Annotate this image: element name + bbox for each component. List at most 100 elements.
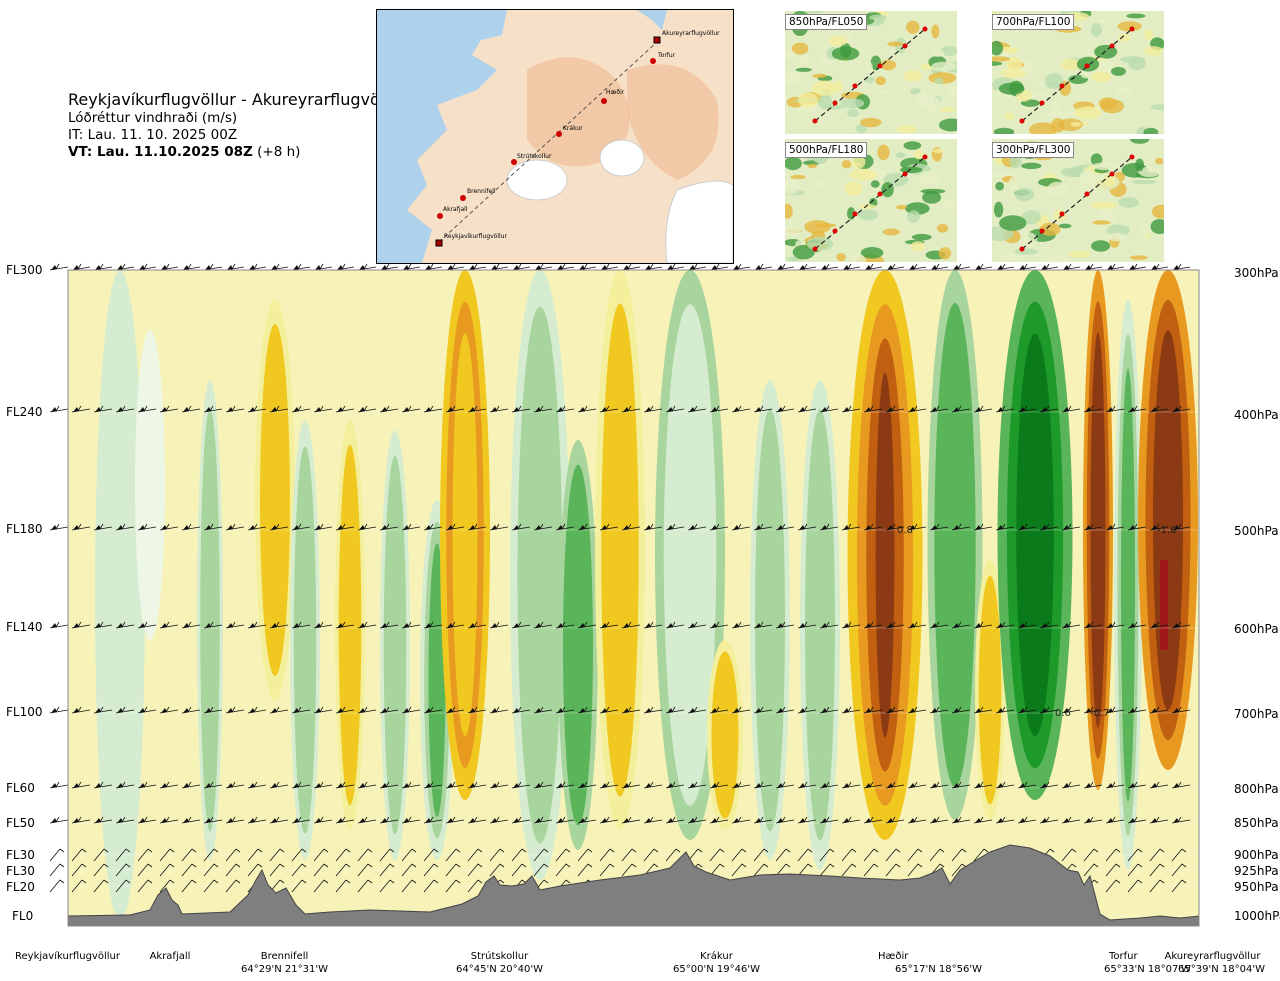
thumb-blob (858, 204, 877, 209)
wind-barb-400-1172 (1171, 405, 1191, 413)
barb-pennant (557, 708, 563, 713)
barb-feather (521, 863, 527, 868)
wind-barb-300-336 (335, 263, 355, 271)
barb-feather (81, 863, 87, 868)
barb-feather (781, 523, 786, 530)
barb-feather (473, 523, 478, 530)
barb-pennant (733, 525, 739, 530)
thumb-blob (795, 67, 812, 72)
barb-feather (565, 848, 571, 853)
barb-feather (275, 263, 280, 270)
level-map-500-label: 500hPa/FL180 (785, 142, 868, 158)
level-map-300[interactable]: 300hPa/FL300 (992, 139, 1164, 262)
wind-barb-850-1172 (1171, 816, 1191, 824)
thumb-blob (922, 191, 942, 204)
barb-feather (759, 621, 764, 628)
barb-pennant (645, 623, 651, 628)
barb-feather (1133, 263, 1138, 270)
barb-pennant (667, 407, 673, 412)
barb-feather (499, 863, 505, 868)
barb-feather (1001, 621, 1006, 628)
wind-barb-300-842 (841, 263, 861, 271)
wind-barb-500-358 (357, 523, 377, 531)
wind-barb-400-468 (467, 405, 487, 413)
wind-barb-925-468 (467, 863, 483, 877)
velocity-band-12-1 (663, 304, 717, 806)
thumb-blob (910, 241, 926, 252)
barb-feather (1177, 781, 1182, 788)
wind-barb-300-1018 (1017, 263, 1037, 271)
barb-feather (1111, 781, 1116, 788)
barb-feather (803, 816, 808, 823)
wind-barb-400-908 (907, 405, 927, 413)
barb-pennant (381, 818, 387, 823)
thumb-blob (1049, 111, 1077, 118)
barb-staff (907, 848, 919, 862)
barb-feather (363, 263, 368, 270)
barb-feather (319, 263, 324, 270)
barb-staff (93, 863, 105, 877)
barb-feather (891, 621, 896, 628)
barb-feather (407, 781, 412, 788)
barb-staff (247, 848, 259, 862)
wind-barb-900-1128 (1127, 848, 1143, 862)
wind-barb-800-1128 (1127, 781, 1147, 789)
waypoint-coord: 64°45'N 20°40'W (456, 964, 543, 975)
issue-time: IT: Lau. 11. 10. 2025 00Z (68, 127, 238, 143)
contour-label-3: 0.6 (1055, 708, 1071, 719)
wind-barb-800-952 (951, 781, 971, 789)
barb-pennant (337, 525, 343, 530)
level-map-850[interactable]: 850hPa/FL050 (785, 11, 957, 134)
level-map-700-canvas (992, 11, 1164, 134)
wind-barb-900-534 (533, 848, 549, 862)
barb-pennant (293, 525, 299, 530)
barb-pennant (975, 265, 981, 270)
barb-pennant (293, 265, 299, 270)
wind-barb-600-864 (863, 621, 883, 629)
barb-feather (495, 405, 500, 412)
barb-feather (627, 621, 632, 628)
barb-feather (1177, 706, 1182, 713)
barb-feather (1177, 621, 1182, 628)
barb-feather (979, 263, 984, 270)
barb-feather (935, 263, 940, 270)
wind-barb-600-160 (159, 621, 179, 629)
barb-pennant (1173, 623, 1179, 628)
barb-feather (429, 621, 434, 628)
barb-pennant (51, 407, 57, 412)
wind-barb-950-336 (335, 879, 351, 893)
level-map-500[interactable]: 500hPa/FL180 (785, 139, 957, 262)
barb-pennant (1107, 525, 1113, 530)
thumb-blob (785, 50, 797, 60)
barb-pennant (51, 623, 57, 628)
barb-feather (451, 523, 456, 530)
strutskollur-marker (511, 159, 517, 165)
thumb-blob (913, 149, 924, 160)
wind-barb-950-72 (71, 879, 87, 893)
barb-feather (737, 523, 742, 530)
barb-feather (539, 523, 544, 530)
wind-barb-850-314 (313, 816, 333, 824)
barb-staff (951, 863, 963, 877)
wind-barb-925-50 (49, 863, 65, 877)
barb-staff (335, 863, 347, 877)
barb-feather (605, 405, 610, 412)
wind-barb-400-1106 (1105, 405, 1125, 413)
wind-barb-900-666 (665, 848, 681, 862)
thumb-blob (992, 56, 1011, 62)
barb-feather (55, 263, 60, 270)
thumb-blob (814, 223, 837, 228)
barb-feather (609, 863, 615, 868)
barb-feather (275, 405, 280, 412)
wind-barb-900-446 (445, 848, 461, 862)
fl-label-30a: FL30 (6, 848, 35, 862)
level-map-700[interactable]: 700hPa/FL100 (992, 11, 1164, 134)
barb-staff (379, 879, 391, 893)
barb-feather (99, 405, 104, 412)
barb-feather (429, 523, 434, 530)
barb-staff (467, 848, 479, 862)
barb-feather (407, 706, 412, 713)
barb-pennant (205, 623, 211, 628)
thumb-route-point (1019, 246, 1025, 252)
barb-feather (1181, 848, 1187, 853)
